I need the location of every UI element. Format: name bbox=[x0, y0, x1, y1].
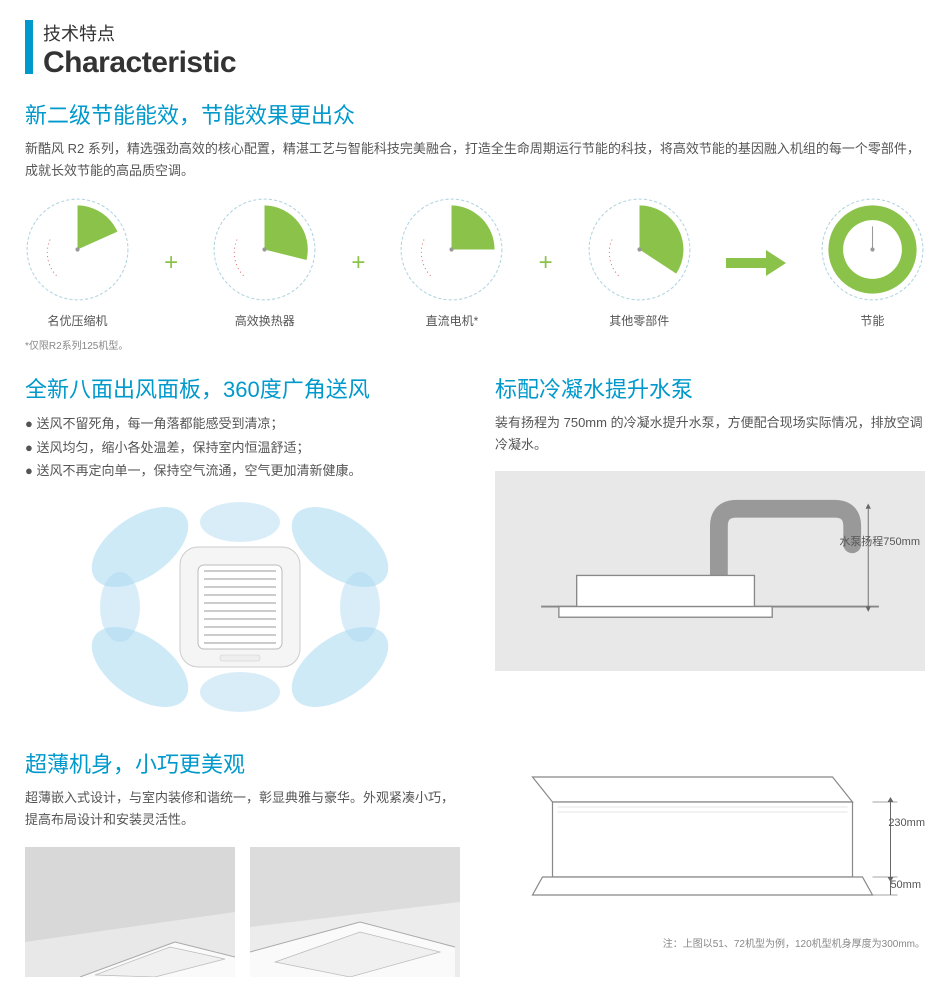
dial-icon bbox=[820, 197, 925, 302]
height-note: 注：上图以51、72机型为例，120机型机身厚度为300mm。 bbox=[500, 935, 925, 950]
dial-label: 直流电机* bbox=[426, 312, 479, 329]
dial-label: 名优压缩机 bbox=[47, 312, 107, 329]
section3-title: 标配冷凝水提升水泵 bbox=[495, 372, 925, 404]
height-diagram: 230mm 50mm bbox=[500, 757, 925, 927]
pump-dimension-label: 水泵扬程750mm bbox=[839, 533, 920, 549]
dial-parts: 其他零部件 bbox=[587, 197, 692, 329]
page-header: 技术特点 Characteristic bbox=[25, 20, 925, 80]
accent-bar bbox=[25, 20, 33, 74]
bullet-item: 送风均匀，缩小各处温差，保持室内恒温舒适； bbox=[25, 436, 455, 459]
bullet-item: 送风不再定向单一，保持空气流通，空气更加清新健康。 bbox=[25, 459, 455, 482]
bullet-list: 送风不留死角，每一角落都能感受到清凉； 送风均匀，缩小各处温差，保持室内恒温舒适… bbox=[25, 412, 455, 482]
section4-body: 超薄嵌入式设计，与室内装修和谐统一，彰显典雅与豪华。外观紧凑小巧，提高布局设计和… bbox=[25, 787, 460, 831]
height-230-label: 230mm bbox=[888, 817, 925, 829]
ceiling-photo-2 bbox=[250, 847, 460, 977]
height-50-label: 50mm bbox=[890, 879, 921, 891]
section1-title: 新二级节能能效，节能效果更出众 bbox=[25, 98, 925, 130]
dial-compressor: 名优压缩机 bbox=[25, 197, 130, 329]
section-airflow: 全新八面出风面板，360度广角送风 送风不留死角，每一角落都能感受到清凉； 送风… bbox=[25, 372, 455, 722]
arrow-icon bbox=[726, 248, 786, 278]
section-height: 230mm 50mm 注：上图以51、72机型为例，120机型机身厚度为300m… bbox=[500, 747, 925, 976]
section3-body: 装有扬程为 750mm 的冷凝水提升水泵，方便配合现场实际情况，排放空调冷凝水。 bbox=[495, 412, 925, 456]
dial-motor: 直流电机* bbox=[399, 197, 504, 329]
pump-diagram: 水泵扬程750mm bbox=[495, 471, 925, 671]
section-pump: 标配冷凝水提升水泵 装有扬程为 750mm 的冷凝水提升水泵，方便配合现场实际情… bbox=[495, 372, 925, 722]
section2-title: 全新八面出风面板，360度广角送风 bbox=[25, 372, 455, 404]
section1-body: 新酷风 R2 系列，精选强劲高效的核心配置，精湛工艺与智能科技完美融合，打造全生… bbox=[25, 138, 925, 182]
section-slim: 超薄机身，小巧更美观 超薄嵌入式设计，与室内装修和谐统一，彰显典雅与豪华。外观紧… bbox=[25, 747, 460, 976]
dial-label: 其他零部件 bbox=[609, 312, 669, 329]
plus-icon: + bbox=[351, 249, 365, 277]
dials-row: 名优压缩机 + 高效换热器 + 直流电机* + bbox=[25, 197, 925, 329]
dial-icon bbox=[212, 197, 317, 302]
ceiling-photos bbox=[25, 847, 460, 977]
ceiling-photo-1 bbox=[25, 847, 235, 977]
dial-icon bbox=[399, 197, 504, 302]
plus-icon: + bbox=[164, 249, 178, 277]
header-english: Characteristic bbox=[43, 46, 236, 80]
plus-icon: + bbox=[539, 249, 553, 277]
section-efficiency: 新二级节能能效，节能效果更出众 新酷风 R2 系列，精选强劲高效的核心配置，精湛… bbox=[25, 98, 925, 352]
bullet-item: 送风不留死角，每一角落都能感受到清凉； bbox=[25, 412, 455, 435]
dial-heatexchanger: 高效换热器 bbox=[212, 197, 317, 329]
dial-result: 节能 bbox=[820, 197, 925, 329]
section4-title: 超薄机身，小巧更美观 bbox=[25, 747, 460, 779]
dial-icon bbox=[25, 197, 130, 302]
dial-icon bbox=[587, 197, 692, 302]
footnote: *仅限R2系列125机型。 bbox=[25, 337, 925, 352]
dial-label: 高效换热器 bbox=[235, 312, 295, 329]
dial-label: 节能 bbox=[860, 312, 884, 329]
header-chinese: 技术特点 bbox=[43, 20, 236, 46]
ac-unit-image bbox=[80, 497, 400, 722]
